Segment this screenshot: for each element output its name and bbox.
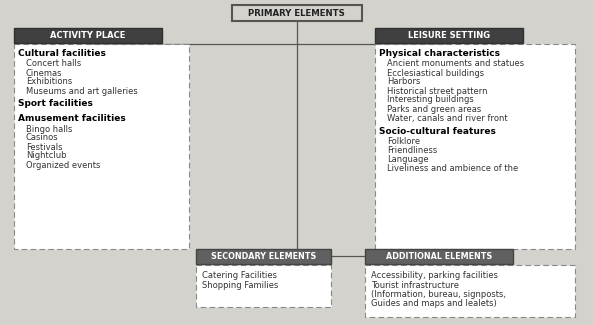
- Text: Cinemas: Cinemas: [26, 69, 62, 77]
- Text: Sport facilities: Sport facilities: [18, 99, 93, 109]
- Text: Ancient monuments and statues: Ancient monuments and statues: [387, 59, 524, 69]
- Text: Shopping Families: Shopping Families: [202, 280, 278, 290]
- FancyBboxPatch shape: [375, 44, 575, 249]
- Text: Catering Facilities: Catering Facilities: [202, 271, 277, 280]
- Text: ADDITIONAL ELEMENTS: ADDITIONAL ELEMENTS: [386, 252, 492, 261]
- Text: PRIMARY ELEMENTS: PRIMARY ELEMENTS: [248, 8, 345, 18]
- Text: Interesting buildings: Interesting buildings: [387, 96, 474, 105]
- Text: Folklore: Folklore: [387, 137, 420, 146]
- Text: Exhibitions: Exhibitions: [26, 77, 72, 86]
- Text: LEISURE SETTING: LEISURE SETTING: [408, 31, 490, 40]
- Text: Harbors: Harbors: [387, 77, 420, 86]
- Text: Amusement facilities: Amusement facilities: [18, 114, 126, 123]
- FancyBboxPatch shape: [196, 265, 331, 307]
- Text: Historical street pattern: Historical street pattern: [387, 86, 487, 96]
- Text: ACTIVITY PLACE: ACTIVITY PLACE: [50, 31, 126, 40]
- Text: (Information, bureau, signposts,: (Information, bureau, signposts,: [371, 290, 506, 299]
- Text: Nightclub: Nightclub: [26, 151, 66, 161]
- Text: Museums and art galleries: Museums and art galleries: [26, 86, 138, 96]
- Text: Water, canals and river front: Water, canals and river front: [387, 113, 508, 123]
- Text: Liveliness and ambience of the: Liveliness and ambience of the: [387, 164, 518, 173]
- Text: Socio-cultural features: Socio-cultural features: [379, 126, 496, 136]
- FancyBboxPatch shape: [196, 249, 331, 264]
- Text: Physical characteristics: Physical characteristics: [379, 49, 500, 58]
- FancyBboxPatch shape: [365, 265, 575, 317]
- Text: Concert halls: Concert halls: [26, 59, 81, 69]
- Text: Language: Language: [387, 155, 429, 164]
- Text: Festivals: Festivals: [26, 142, 62, 151]
- Text: Parks and green areas: Parks and green areas: [387, 105, 482, 113]
- Text: Guides and maps and lealets): Guides and maps and lealets): [371, 300, 497, 308]
- Text: Tourist infrastructure: Tourist infrastructure: [371, 280, 459, 290]
- FancyBboxPatch shape: [231, 5, 362, 21]
- FancyBboxPatch shape: [365, 249, 513, 264]
- FancyBboxPatch shape: [375, 28, 523, 43]
- Text: Ecclesiastical buildings: Ecclesiastical buildings: [387, 69, 484, 77]
- Text: Bingo halls: Bingo halls: [26, 124, 72, 134]
- Text: Organized events: Organized events: [26, 161, 100, 170]
- Text: SECONDARY ELEMENTS: SECONDARY ELEMENTS: [211, 252, 316, 261]
- FancyBboxPatch shape: [14, 44, 189, 249]
- Text: Cultural facilities: Cultural facilities: [18, 49, 106, 58]
- Text: Accessibility, parking facilities: Accessibility, parking facilities: [371, 271, 498, 280]
- FancyBboxPatch shape: [14, 28, 162, 43]
- Text: Casinos: Casinos: [26, 134, 59, 142]
- Text: Friendliness: Friendliness: [387, 146, 437, 155]
